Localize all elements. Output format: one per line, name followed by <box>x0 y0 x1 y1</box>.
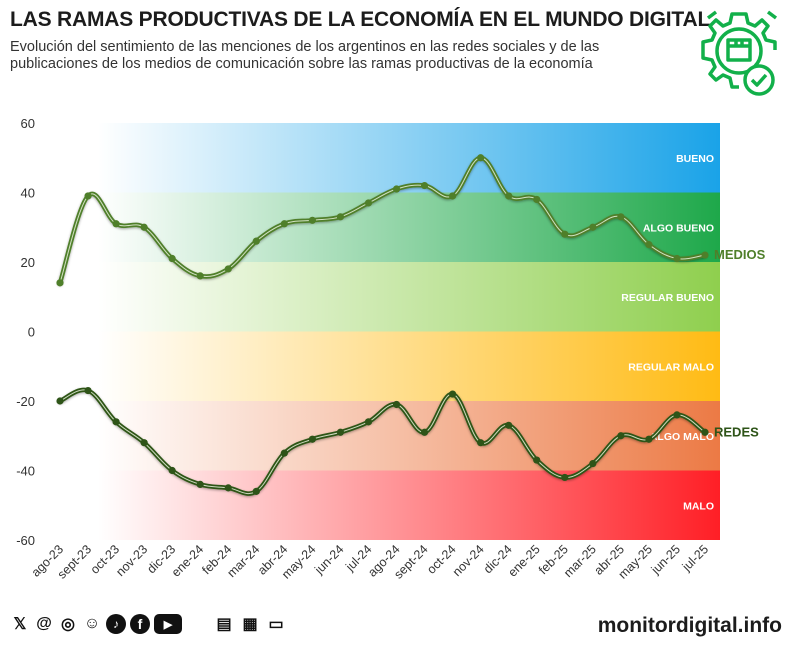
data-point-redes <box>673 411 681 419</box>
tv-icon: ▭ <box>268 616 284 633</box>
youtube-icon[interactable]: ▶ <box>154 614 182 634</box>
data-point-medios <box>673 254 681 263</box>
x-tick-label: mar-24 <box>225 542 263 580</box>
y-axis: -60 -40 -20 0 20 40 60 <box>16 116 35 548</box>
data-point-medios <box>392 185 401 193</box>
y-tick-label: -40 <box>16 464 35 479</box>
data-point-medios <box>112 220 120 228</box>
data-point-medios <box>420 181 429 190</box>
data-point-medios <box>364 199 373 207</box>
x-tick-label: nov-24 <box>450 542 487 579</box>
line-chart: BUENO ALGO BUENO REGULAR BUENO REGULAR MALO… <box>16 116 766 582</box>
data-point-redes <box>533 456 541 464</box>
band-label: REGULAR MALO <box>628 361 714 373</box>
data-point-medios <box>505 192 513 200</box>
tiktok-icon[interactable]: ♪ <box>106 614 126 634</box>
threads-icon[interactable]: @ <box>36 615 52 632</box>
data-point-redes <box>280 449 288 457</box>
data-point-medios <box>84 192 92 200</box>
band-fade-overlay <box>44 123 720 540</box>
data-point-medios <box>252 237 260 245</box>
series-label-redes: REDES <box>714 424 759 439</box>
data-point-redes <box>224 484 232 492</box>
chart-title: LAS RAMAS PRODUCTIVAS DE LA ECONOMÍA EN … <box>10 8 711 31</box>
data-point-redes <box>589 459 597 468</box>
data-point-medios <box>168 254 176 263</box>
web-icon[interactable]: ☺ <box>83 615 101 632</box>
data-point-redes <box>645 435 653 443</box>
data-point-redes <box>449 390 457 398</box>
x-tick-label: mar-25 <box>561 542 599 580</box>
series-label-medios: MEDIOS <box>714 247 766 262</box>
x-tick-label: jun-25 <box>648 542 683 577</box>
data-point-medios <box>617 213 625 221</box>
data-point-medios <box>280 220 288 228</box>
data-point-redes <box>168 466 176 475</box>
x-tick-label: ene-24 <box>169 542 206 579</box>
data-point-redes <box>617 432 625 440</box>
brand-name[interactable]: monitordigital.info <box>597 614 782 637</box>
radio-icon: ▦ <box>242 616 258 633</box>
series-labels: MEDIOS REDES <box>714 247 766 439</box>
subtitle-line-2: publicaciones de los medios de comunicac… <box>10 56 593 72</box>
data-point-redes <box>505 421 513 429</box>
data-point-redes <box>364 418 373 426</box>
y-tick-label: 40 <box>21 186 35 201</box>
y-tick-label: 60 <box>21 116 35 131</box>
data-point-medios <box>533 195 541 204</box>
band-label: MALO <box>683 500 714 512</box>
x-tick-label: jul-25 <box>679 542 711 574</box>
data-point-redes <box>477 439 485 447</box>
data-point-medios <box>308 216 316 224</box>
chart-subtitle: Evolución del sentimiento de las mencion… <box>10 39 700 73</box>
y-tick-label: 20 <box>21 255 35 270</box>
x-axis: ago-23sept-23oct-23nov-23dic-23ene-24feb… <box>29 542 711 581</box>
band-label: ALGO BUENO <box>643 222 714 234</box>
media-icons: ▤ ▦ ▭ <box>214 614 286 634</box>
y-tick-label: -60 <box>16 533 35 548</box>
data-point-medios <box>140 223 148 231</box>
data-point-redes <box>561 473 569 482</box>
y-tick-label: 0 <box>28 325 35 340</box>
x-tick-label: nov-23 <box>113 542 150 579</box>
band-label: ALGO MALO <box>650 431 714 443</box>
data-point-medios <box>477 154 485 162</box>
data-point-medios <box>336 213 345 221</box>
band-label: BUENO <box>676 153 714 165</box>
data-point-redes <box>252 487 260 495</box>
gear-package-icon <box>701 10 778 96</box>
data-point-redes <box>140 439 148 447</box>
subtitle-line-1: Evolución del sentimiento de las mencion… <box>10 39 600 55</box>
data-point-medios <box>196 272 204 280</box>
facebook-icon[interactable]: f <box>130 614 150 634</box>
data-point-redes <box>308 435 316 443</box>
data-point-medios <box>224 265 232 273</box>
data-point-redes <box>420 428 429 436</box>
x-tick-label: ene-25 <box>505 542 542 579</box>
data-point-medios <box>645 241 653 249</box>
data-point-redes <box>112 418 120 426</box>
data-point-medios <box>589 223 597 231</box>
x-icon[interactable]: 𝕏 <box>13 616 27 633</box>
data-point-medios <box>449 192 457 200</box>
data-point-redes <box>392 400 401 409</box>
y-tick-label: -20 <box>16 394 35 409</box>
data-point-medios <box>561 230 569 238</box>
series <box>56 154 709 496</box>
data-point-medios <box>701 251 709 259</box>
band-label: REGULAR BUENO <box>621 292 714 304</box>
data-point-redes <box>336 428 345 436</box>
data-point-medios <box>56 279 64 287</box>
data-point-redes <box>701 428 709 436</box>
band-labels: BUENO ALGO BUENO REGULAR BUENO REGULAR MALO… <box>621 153 714 513</box>
social-icons: 𝕏 @ ◎ ☺ ♪ f ▶ <box>10 614 182 634</box>
data-point-redes <box>196 480 204 488</box>
newspaper-icon: ▤ <box>216 616 232 633</box>
x-tick-label: jun-24 <box>311 542 346 577</box>
data-point-redes <box>56 397 64 405</box>
instagram-icon[interactable]: ◎ <box>61 616 75 633</box>
data-point-redes <box>84 386 92 395</box>
